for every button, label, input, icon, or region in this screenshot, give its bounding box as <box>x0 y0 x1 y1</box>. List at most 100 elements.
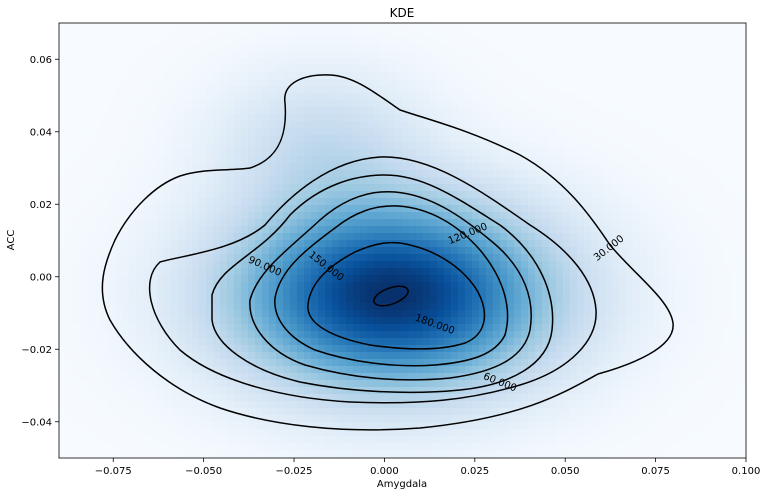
heatmap-cell <box>206 282 214 290</box>
heatmap-cell <box>395 380 403 388</box>
heatmap-cell <box>528 72 536 80</box>
heatmap-cell <box>612 100 620 108</box>
heatmap-cell <box>297 457 305 458</box>
heatmap-cell <box>360 86 368 94</box>
heatmap-cell <box>591 289 599 297</box>
heatmap-cell <box>171 436 179 444</box>
heatmap-cell <box>388 86 396 94</box>
heatmap-cell <box>423 142 431 150</box>
heatmap-cell <box>402 289 410 297</box>
heatmap-cell <box>367 352 375 360</box>
heatmap-cell <box>234 177 242 185</box>
heatmap-cell <box>493 44 501 52</box>
heatmap-cell <box>612 37 620 45</box>
heatmap-cell <box>269 366 277 374</box>
heatmap-cell <box>493 289 501 297</box>
heatmap-cell <box>318 415 326 423</box>
heatmap-cell <box>262 58 270 66</box>
heatmap-cell <box>542 394 550 402</box>
heatmap-cell <box>388 282 396 290</box>
heatmap-cell <box>598 149 606 157</box>
heatmap-cell <box>381 338 389 346</box>
heatmap-cell <box>80 373 88 381</box>
heatmap-cell <box>227 44 235 52</box>
heatmap-cell <box>458 37 466 45</box>
heatmap-cell <box>136 457 144 458</box>
heatmap-cell <box>444 177 452 185</box>
heatmap-cell <box>115 366 123 374</box>
heatmap-cell <box>430 240 438 248</box>
heatmap-cell <box>374 135 382 143</box>
heatmap-cell <box>577 58 585 66</box>
heatmap-cell <box>430 359 438 367</box>
heatmap-cell <box>360 93 368 101</box>
heatmap-cell <box>339 233 347 241</box>
heatmap-cell <box>73 212 81 220</box>
heatmap-cell <box>269 240 277 248</box>
heatmap-cell <box>472 387 480 395</box>
heatmap-cell <box>73 58 81 66</box>
heatmap-cell <box>255 198 263 206</box>
heatmap-cell <box>598 310 606 318</box>
heatmap-cell <box>122 366 130 374</box>
heatmap-cell <box>122 352 130 360</box>
heatmap-cell <box>535 65 543 73</box>
heatmap-cell <box>101 345 109 353</box>
heatmap-cell <box>570 338 578 346</box>
heatmap-cell <box>500 317 508 325</box>
heatmap-cell <box>234 366 242 374</box>
heatmap-cell <box>66 93 74 101</box>
heatmap-cell <box>318 121 326 129</box>
heatmap-cell <box>346 191 354 199</box>
heatmap-cell <box>430 37 438 45</box>
heatmap-cell <box>318 296 326 304</box>
heatmap-cell <box>59 331 67 339</box>
heatmap-cell <box>276 72 284 80</box>
heatmap-cell <box>402 163 410 171</box>
heatmap-cell <box>234 436 242 444</box>
heatmap-cell <box>367 142 375 150</box>
heatmap-cell <box>423 86 431 94</box>
heatmap-cell <box>437 450 445 458</box>
heatmap-cell <box>465 394 473 402</box>
heatmap-cell <box>493 191 501 199</box>
heatmap-cell <box>500 142 508 150</box>
heatmap-cell <box>248 121 256 129</box>
heatmap-cell <box>353 58 361 66</box>
heatmap-cell <box>416 240 424 248</box>
heatmap-cell <box>346 163 354 171</box>
heatmap-cell <box>192 450 200 458</box>
heatmap-cell <box>241 86 249 94</box>
heatmap-cell <box>353 107 361 115</box>
heatmap-cell <box>171 37 179 45</box>
heatmap-cell <box>255 219 263 227</box>
heatmap-cell <box>241 373 249 381</box>
heatmap-cell <box>304 107 312 115</box>
heatmap-cell <box>206 79 214 87</box>
heatmap-cell <box>402 380 410 388</box>
heatmap-cell <box>556 296 564 304</box>
heatmap-cell <box>451 198 459 206</box>
heatmap-cell <box>108 30 116 38</box>
heatmap-cell <box>416 317 424 325</box>
heatmap-cell <box>402 247 410 255</box>
heatmap-cell <box>556 359 564 367</box>
heatmap-cell <box>73 373 81 381</box>
heatmap-cell <box>73 317 81 325</box>
heatmap-cell <box>584 282 592 290</box>
heatmap-cell <box>276 170 284 178</box>
heatmap-cell <box>129 247 137 255</box>
heatmap-cell <box>423 212 431 220</box>
heatmap-cell <box>500 226 508 234</box>
heatmap-cell <box>87 387 95 395</box>
heatmap-cell <box>388 121 396 129</box>
heatmap-cell <box>269 44 277 52</box>
heatmap-cell <box>465 226 473 234</box>
heatmap-cell <box>514 23 522 31</box>
heatmap-cell <box>479 198 487 206</box>
heatmap-cell <box>374 275 382 283</box>
heatmap-cell <box>556 212 564 220</box>
heatmap-cell <box>430 93 438 101</box>
heatmap-cell <box>493 373 501 381</box>
heatmap-cell <box>388 240 396 248</box>
